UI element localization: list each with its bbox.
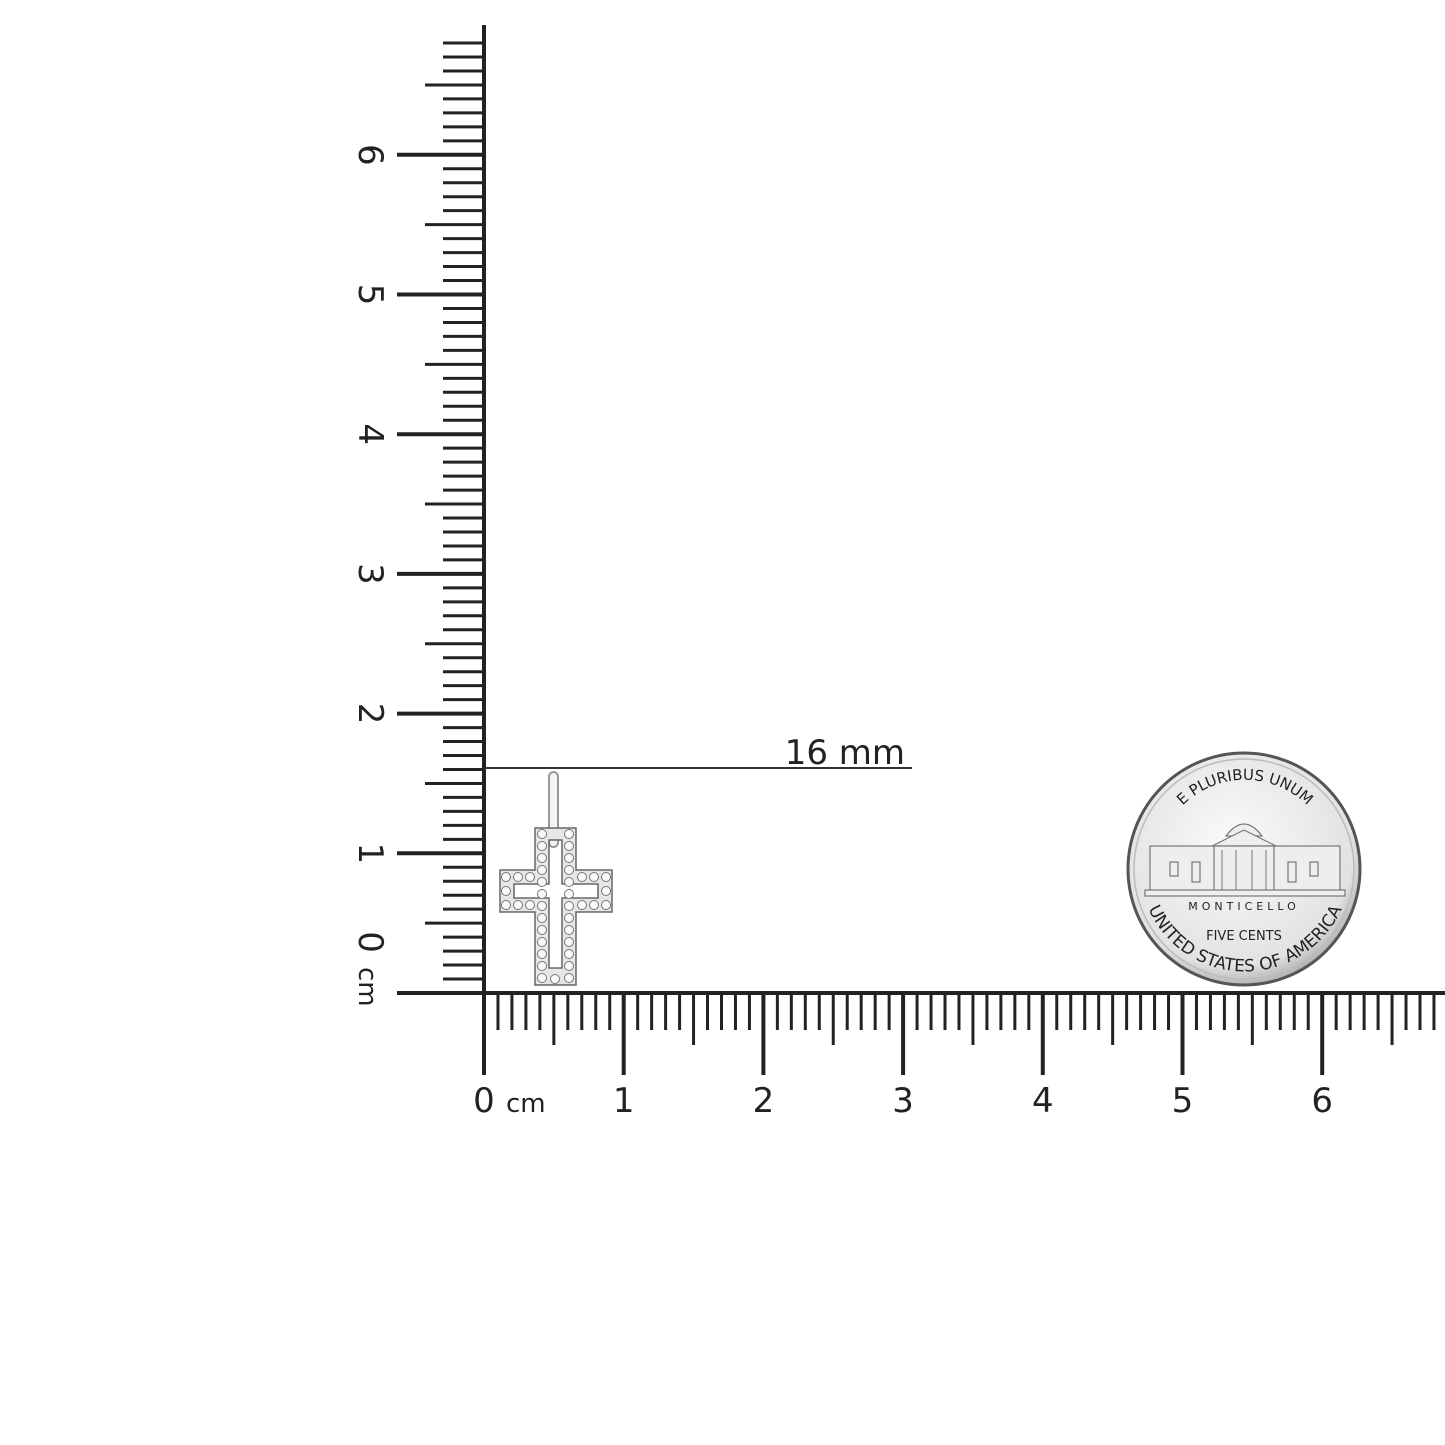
stone [564, 901, 574, 911]
stone [525, 900, 535, 910]
stone [564, 829, 574, 839]
vertical-ruler-label: 6 [350, 144, 390, 166]
vertical-ruler-unit: cm [352, 967, 382, 1007]
vertical-ruler-label: 4 [350, 423, 390, 445]
stone [537, 889, 547, 899]
coin-rim [1133, 758, 1355, 980]
vertical-ruler-label: 0 [350, 931, 390, 953]
horizontal-ruler-label: 3 [892, 1081, 914, 1121]
stone [601, 886, 611, 896]
monticello-building [1144, 823, 1346, 897]
stone [537, 853, 547, 863]
stone [589, 900, 599, 910]
stone [537, 865, 547, 875]
coin-building-text: MONTICELLO [1188, 900, 1300, 913]
stone [537, 841, 547, 851]
pendant-stones [501, 829, 611, 984]
stone [564, 961, 574, 971]
horizontal-ruler-label: 0 [473, 1081, 495, 1121]
stone [577, 872, 587, 882]
horizontal-ruler-label: 4 [1032, 1081, 1054, 1121]
stone [601, 900, 611, 910]
stone [513, 872, 523, 882]
stone [564, 889, 574, 899]
stone [501, 872, 511, 882]
vertical-ruler: 0 1 2 3 4 5 6 cm [350, 25, 486, 1007]
stone [537, 961, 547, 971]
stone [537, 925, 547, 935]
stone [537, 949, 547, 959]
stone [601, 872, 611, 882]
stone [564, 949, 574, 959]
stone [513, 900, 523, 910]
vertical-ruler-label: 5 [350, 284, 390, 306]
stone [525, 872, 535, 882]
stone [564, 937, 574, 947]
cross-pendant [499, 771, 613, 986]
stone [537, 901, 547, 911]
stone [589, 872, 599, 882]
coin-denomination: FIVE CENTS [1206, 929, 1282, 944]
stone [564, 853, 574, 863]
stone [577, 900, 587, 910]
stone [537, 877, 547, 887]
vertical-ruler-label: 3 [350, 563, 390, 585]
stone [564, 973, 574, 983]
stone [537, 937, 547, 947]
horizontal-ruler-label: 1 [613, 1081, 635, 1121]
stone [537, 973, 547, 983]
measurement-label: 16 mm [785, 733, 905, 773]
horizontal-ruler-label: 5 [1172, 1081, 1194, 1121]
horizontal-ruler: 0 1 2 3 4 5 6 cm [473, 991, 1445, 1121]
stone [550, 974, 560, 984]
stone [564, 925, 574, 935]
horizontal-ruler-label: 2 [753, 1081, 775, 1121]
stone [537, 829, 547, 839]
stone [501, 886, 511, 896]
nickel-coin: E PLURIBUS UNUM MONTICELLO FIVE CENTS UN… [1126, 751, 1362, 987]
horizontal-ruler-label: 6 [1311, 1081, 1333, 1121]
vertical-ruler-label: 1 [350, 842, 390, 864]
stone [564, 865, 574, 875]
stone [501, 900, 511, 910]
stone [564, 877, 574, 887]
horizontal-ruler-unit: cm [506, 1089, 546, 1119]
vertical-ruler-label: 2 [350, 703, 390, 725]
stone [537, 913, 547, 923]
stone [564, 913, 574, 923]
stone [564, 841, 574, 851]
